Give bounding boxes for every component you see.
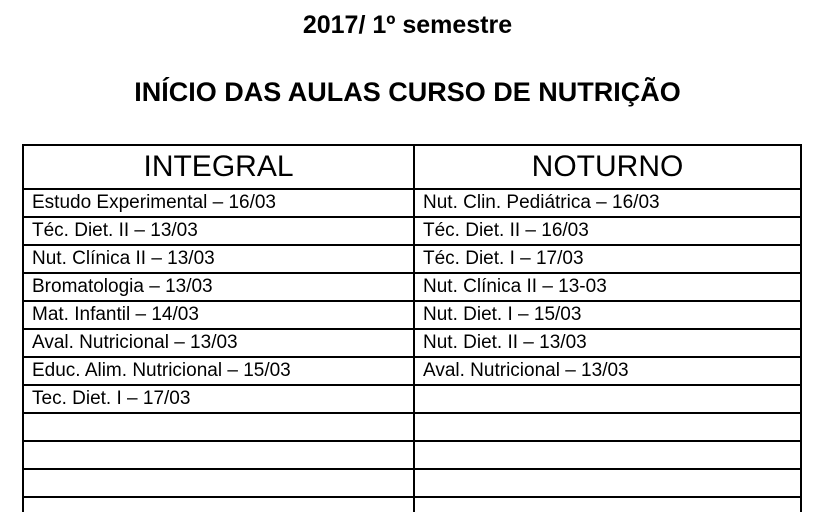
semester-title: 2017/ 1º semestre <box>302 11 513 39</box>
table-cell <box>413 468 802 498</box>
table-row: Mat. Infantil – 14/03 Nut. Diet. I – 15/… <box>22 300 802 330</box>
table-row: Téc. Diet. II – 13/03 Téc. Diet. II – 16… <box>22 216 802 246</box>
table-cell: Estudo Experimental – 16/03 <box>22 188 415 218</box>
table-cell: Tec. Diet. I – 17/03 <box>22 384 415 414</box>
header-row: INTEGRAL NOTURNO <box>22 144 802 190</box>
document-title: INÍCIO DAS AULAS CURSO DE NUTRIÇÃO <box>134 77 681 107</box>
table-header: INTEGRAL NOTURNO <box>22 144 802 190</box>
table-cell: Nut. Clin. Pediátrica – 16/03 <box>413 188 802 218</box>
table-cell: Nut. Diet. I – 15/03 <box>413 300 802 330</box>
table-row: Estudo Experimental – 16/03 Nut. Clin. P… <box>22 188 802 218</box>
table-cell: Educ. Alim. Nutricional – 15/03 <box>22 356 415 386</box>
table-cell: Nut. Diet. II – 13/03 <box>413 328 802 358</box>
table-row <box>22 496 802 512</box>
table-cell <box>413 440 802 470</box>
table-cell: Aval. Nutricional – 13/03 <box>413 356 802 386</box>
table-cell: Téc. Diet. II – 16/03 <box>413 216 802 246</box>
table-cell <box>22 468 415 498</box>
table-cell: Aval. Nutricional – 13/03 <box>22 328 415 358</box>
table-cell <box>413 412 802 442</box>
table-row: Nut. Clínica II – 13/03 Téc. Diet. I – 1… <box>22 244 802 274</box>
table-cell <box>22 412 415 442</box>
table-row: Educ. Alim. Nutricional – 15/03 Aval. Nu… <box>22 356 802 386</box>
table-cell: Téc. Diet. II – 13/03 <box>22 216 415 246</box>
table-row <box>22 412 802 442</box>
table-row <box>22 468 802 498</box>
table-row: Aval. Nutricional – 13/03 Nut. Diet. II … <box>22 328 802 358</box>
table-cell: Bromatologia – 13/03 <box>22 272 415 302</box>
table-cell <box>22 440 415 470</box>
table-cell <box>22 496 415 512</box>
column-header-noturno: NOTURNO <box>413 144 802 190</box>
table-cell: Mat. Infantil – 14/03 <box>22 300 415 330</box>
column-header-integral: INTEGRAL <box>22 144 415 190</box>
schedule-table: INTEGRAL NOTURNO Estudo Experimental – 1… <box>22 144 802 512</box>
table-row: Bromatologia – 13/03 Nut. Clínica II – 1… <box>22 272 802 302</box>
table-cell: Nut. Clínica II – 13-03 <box>413 272 802 302</box>
table-cell <box>413 384 802 414</box>
table-row <box>22 440 802 470</box>
table-cell: Nut. Clínica II – 13/03 <box>22 244 415 274</box>
table-cell <box>413 496 802 512</box>
table-cell: Téc. Diet. I – 17/03 <box>413 244 802 274</box>
table-body: Estudo Experimental – 16/03 Nut. Clin. P… <box>22 188 802 512</box>
table-row: Tec. Diet. I – 17/03 <box>22 384 802 414</box>
